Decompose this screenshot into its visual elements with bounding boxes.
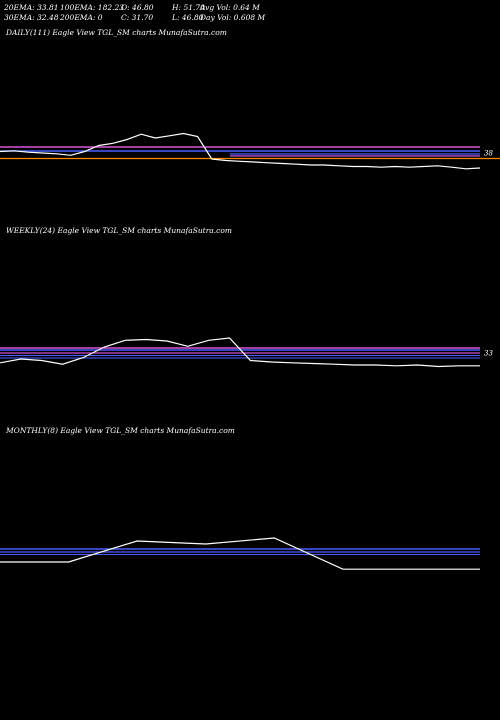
daily-price-line: [0, 132, 481, 170]
stat-ema200: 200EMA: 0: [60, 13, 103, 22]
stat-ema30: 30EMA: 32.48: [4, 13, 59, 22]
stat-avg-vol: Avg Vol: 0.64 M: [200, 3, 260, 12]
stat-ema100: 100EMA: 182.23: [60, 3, 125, 12]
weekly-chart: 33: [0, 337, 493, 368]
stat-low: L: 46.80: [172, 13, 204, 22]
weekly-price-line: [0, 337, 480, 368]
stat-open: O: 46.80: [121, 3, 154, 12]
monthly-panel-title: MONTHLY(8) Eagle View TGL_SM charts Muna…: [6, 426, 235, 435]
stat-ema20: 20EMA: 33.81: [4, 3, 59, 12]
monthly-price-line: [0, 537, 480, 570]
daily-panel-title: DAILY(111) Eagle View TGL_SM charts Muna…: [6, 28, 227, 37]
stat-close: C: 31.70: [121, 13, 154, 22]
weekly-panel-title: WEEKLY(24) Eagle View TGL_SM charts Muna…: [6, 226, 232, 235]
stat-high: H: 51.70: [172, 3, 205, 12]
monthly-chart: [0, 537, 480, 570]
daily-chart: 38: [0, 132, 500, 170]
weekly-level-label: 33: [484, 350, 493, 358]
stat-day-vol: Day Vol: 0.608 M: [200, 13, 266, 22]
daily-level-label: 38: [484, 150, 493, 158]
